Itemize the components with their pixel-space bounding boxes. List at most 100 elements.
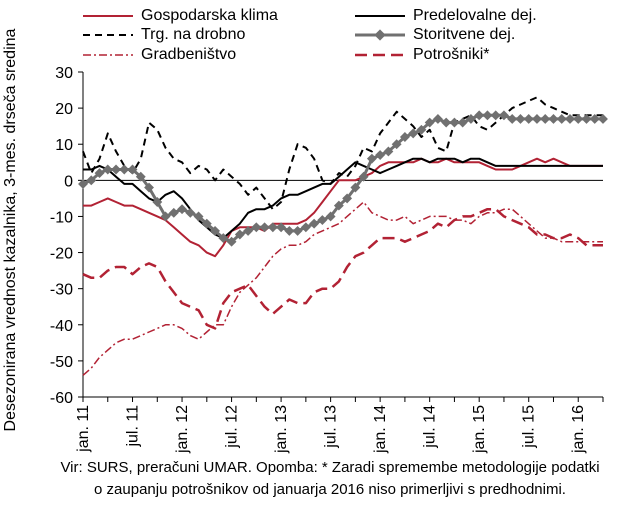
data-point-storitvene-dej — [515, 113, 526, 124]
data-point-storitvene-dej — [284, 225, 295, 236]
x-tick-label: jan. 11 — [75, 405, 92, 453]
legend-item-potrosniki: Potrošniki* — [355, 45, 489, 65]
data-point-storitvene-dej — [416, 124, 427, 135]
legend: Gospodarska klima Predelovalne dej. Trg.… — [0, 0, 618, 72]
legend-item-gradbenistvo: Gradbeništvo — [83, 45, 236, 65]
y-tick-label: -20 — [50, 246, 73, 263]
legend-swatch-storitvene — [355, 29, 405, 41]
data-point-storitvene-dej — [144, 182, 154, 193]
legend-label-potrosniki: Potrošniki* — [413, 46, 490, 63]
data-point-storitvene-dej — [366, 153, 377, 164]
y-tick-label: -40 — [50, 318, 73, 335]
data-point-storitvene-dej — [350, 182, 361, 193]
data-point-storitvene-dej — [218, 233, 229, 244]
data-point-storitvene-dej — [193, 211, 204, 222]
data-point-storitvene-dej — [201, 218, 212, 229]
data-point-storitvene-dej — [127, 164, 138, 175]
x-tick-label: jan. 15 — [471, 405, 488, 454]
data-point-storitvene-dej — [185, 207, 196, 218]
legend-swatch-gradbenistvo — [83, 54, 133, 56]
x-tick-label: jul. 11 — [125, 405, 142, 448]
series-line-gradbeni-tvo — [82, 201, 603, 376]
y-tick-label: 0 — [64, 173, 73, 190]
tick-labels: -60 -50 -40 -30 -20 -10 0 10 20 30 jan. 11 jul. 11 j… — [50, 65, 587, 454]
series-line-storitvene-dej — [82, 113, 603, 244]
y-tick-label: -10 — [50, 209, 73, 226]
legend-swatch-trg-na-drobno — [83, 34, 133, 36]
data-point-storitvene-dej — [111, 164, 121, 175]
data-point-storitvene-dej — [391, 139, 402, 150]
x-tick-label: jul. 12 — [224, 405, 241, 449]
data-point-storitvene-dej — [234, 229, 245, 240]
data-point-storitvene-dej — [358, 171, 369, 182]
data-point-storitvene-dej — [399, 132, 410, 142]
legend-label-storitvene: Storitvene dej. — [413, 26, 516, 43]
data-point-storitvene-dej — [94, 168, 105, 179]
series-line-predelovalne-dej — [83, 157, 603, 240]
data-point-storitvene-dej — [333, 200, 344, 211]
source-note: Vir: SURS, preračuni UMAR. Opomba: * Zar… — [60, 459, 600, 498]
data-point-storitvene-dej — [573, 113, 584, 124]
data-point-storitvene-dej — [177, 204, 187, 215]
legend-label-gospodarska-klima: Gospodarska klima — [141, 7, 278, 24]
series-line-gospodarska-klima — [83, 157, 603, 258]
data-point-storitvene-dej — [267, 222, 278, 233]
y-tick-label: 30 — [55, 65, 73, 82]
data-point-storitvene-dej — [276, 222, 287, 233]
data-point-storitvene-dej — [565, 113, 575, 124]
data-point-storitvene-dej — [259, 222, 270, 233]
data-point-storitvene-dej — [300, 222, 311, 233]
data-point-storitvene-dej — [589, 113, 600, 124]
data-point-storitvene-dej — [243, 225, 254, 236]
data-point-storitvene-dej — [160, 211, 171, 222]
data-point-storitvene-dej — [168, 207, 179, 218]
data-point-storitvene-dej — [152, 197, 163, 207]
legend-swatch-gospodarska-klima — [83, 15, 133, 17]
legend-item-trg-na-drobno: Trg. na drobno — [83, 25, 245, 45]
data-point-storitvene-dej — [325, 211, 336, 222]
legend-swatch-predelovalne — [355, 15, 405, 17]
y-tick-label: -30 — [50, 282, 73, 299]
x-tick-label: jan. 14 — [372, 405, 389, 454]
legend-label-gradbenistvo: Gradbeništvo — [141, 46, 237, 63]
data-point-storitvene-dej — [408, 128, 419, 139]
legend-label-predelovalne: Predelovalne dej. — [413, 7, 537, 24]
legend-label-trg-na-drobno: Trg. na drobno — [141, 26, 246, 43]
y-tick-label: 10 — [55, 137, 73, 154]
x-tick-label: jan. 12 — [174, 405, 191, 454]
data-point-storitvene-dej — [581, 113, 592, 124]
legend-swatch-potrosniki — [355, 53, 405, 57]
series-line-trg-na-drobno — [82, 96, 603, 211]
data-point-storitvene-dej — [375, 150, 386, 161]
data-point-storitvene-dej — [598, 113, 608, 124]
data-point-storitvene-dej — [292, 225, 303, 236]
series-line-potro-niki — [82, 207, 603, 330]
axes — [78, 71, 604, 402]
data-point-storitvene-dej — [251, 222, 262, 233]
data-point-storitvene-dej — [523, 113, 534, 124]
data-point-storitvene-dej — [210, 225, 221, 236]
data-point-storitvene-dej — [226, 236, 237, 247]
x-tick-label: jan. 13 — [273, 405, 290, 454]
data-point-storitvene-dej — [383, 146, 394, 157]
y-tick-label: -60 — [50, 390, 73, 407]
data-point-storitvene-dej — [86, 175, 97, 186]
data-point-storitvene-dej — [556, 113, 567, 124]
legend-item-storitvene: Storitvene dej. — [355, 25, 515, 45]
data-point-storitvene-dej — [78, 178, 88, 189]
y-tick-label: -50 — [50, 354, 73, 371]
data-point-storitvene-dej — [540, 113, 551, 124]
legend-item-gospodarska-klima: Gospodarska klima — [83, 6, 278, 26]
x-tick-label: jul. 13 — [323, 405, 340, 449]
data-point-storitvene-dej — [532, 113, 542, 124]
data-point-storitvene-dej — [135, 171, 146, 182]
data-point-storitvene-dej — [317, 215, 328, 226]
legend-item-predelovalne: Predelovalne dej. — [355, 6, 537, 26]
x-tick-label: jul. 14 — [422, 405, 439, 449]
data-point-storitvene-dej — [119, 164, 130, 175]
x-tick-label: jan. 16 — [570, 405, 587, 454]
y-tick-label: 20 — [55, 101, 73, 118]
data-point-storitvene-dej — [309, 218, 320, 229]
data-point-storitvene-dej — [342, 193, 353, 204]
